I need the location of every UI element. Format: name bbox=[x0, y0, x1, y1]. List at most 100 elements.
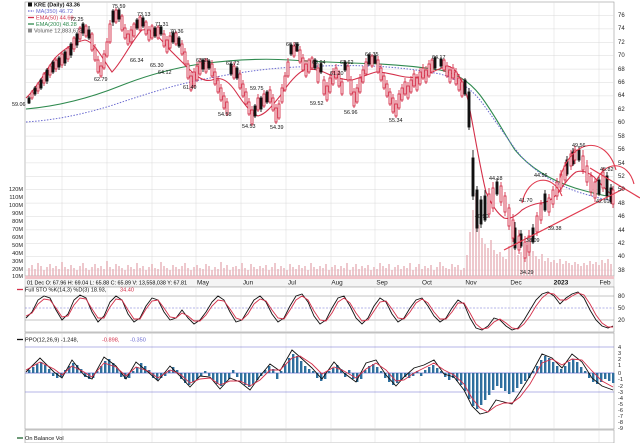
svg-text:74: 74 bbox=[618, 26, 625, 32]
svg-text:50M: 50M bbox=[12, 243, 23, 249]
svg-text:40.90: 40.90 bbox=[475, 214, 489, 220]
svg-text:42: 42 bbox=[618, 241, 625, 247]
svg-text:70.36: 70.36 bbox=[170, 29, 184, 35]
svg-text:-5: -5 bbox=[618, 402, 623, 408]
ppo-legend-value1: -0.898, bbox=[102, 338, 120, 344]
ppo-axis-labels: 43 21 0-1 -2-3 -4-5 -6-7 -8-9 bbox=[618, 345, 623, 432]
svg-text:40: 40 bbox=[618, 254, 625, 260]
ppo-frame bbox=[24, 332, 615, 430]
svg-text:1: 1 bbox=[618, 363, 621, 369]
svg-text:-3: -3 bbox=[618, 390, 623, 396]
svg-text:62: 62 bbox=[618, 107, 625, 113]
price-panel: 59.06 72.25 62.79 66.34 65.30 64.12 75.5… bbox=[9, 1, 640, 280]
svg-text:38: 38 bbox=[618, 268, 625, 274]
svg-text:56: 56 bbox=[618, 147, 625, 153]
svg-text:44.56: 44.56 bbox=[534, 173, 548, 179]
svg-text:49.56: 49.56 bbox=[572, 143, 586, 149]
svg-text:42.61: 42.61 bbox=[596, 199, 610, 205]
obv-frame bbox=[24, 429, 615, 443]
obv-legend-text: On Balance Vol bbox=[25, 436, 64, 442]
svg-text:66: 66 bbox=[618, 80, 625, 86]
svg-text:34.29: 34.29 bbox=[520, 270, 534, 276]
svg-text:3: 3 bbox=[618, 351, 621, 357]
obv-panel: On Balance Vol bbox=[17, 429, 615, 443]
ppo-legend-text: PPO(12,26,9) -1.248, bbox=[25, 338, 79, 344]
svg-text:70M: 70M bbox=[12, 227, 23, 233]
volume-swatch-icon bbox=[28, 28, 32, 33]
svg-text:-1: -1 bbox=[618, 377, 623, 383]
svg-text:100M: 100M bbox=[9, 203, 23, 209]
svg-text:62.62: 62.62 bbox=[340, 60, 354, 66]
volume-bars bbox=[28, 193, 612, 276]
svg-text:66.75: 66.75 bbox=[286, 42, 300, 48]
drawn-arcs bbox=[521, 144, 635, 204]
svg-text:Aug: Aug bbox=[331, 280, 343, 287]
svg-text:-6: -6 bbox=[618, 408, 623, 414]
svg-text:40M: 40M bbox=[12, 251, 23, 257]
svg-text:38.09: 38.09 bbox=[526, 238, 540, 244]
svg-text:70: 70 bbox=[618, 53, 625, 59]
svg-text:May: May bbox=[197, 280, 210, 287]
ppo-panel: PPO(12,26,9) -1.248, -0.898, -0.350 43 2… bbox=[17, 332, 623, 432]
stochastic-axis-labels: 80 50 20 bbox=[618, 294, 625, 324]
svg-text:-7: -7 bbox=[618, 414, 623, 420]
svg-text:66.34: 66.34 bbox=[130, 58, 144, 64]
price-swatch-icon bbox=[28, 2, 32, 7]
svg-text:60M: 60M bbox=[12, 235, 23, 241]
svg-text:120M: 120M bbox=[9, 187, 23, 193]
svg-text:80M: 80M bbox=[12, 219, 23, 225]
ppo-signal-line bbox=[25, 355, 614, 413]
svg-text:72: 72 bbox=[618, 40, 625, 46]
legend-ema50: EMA(50) 44.69 bbox=[36, 16, 74, 22]
svg-text:2: 2 bbox=[618, 357, 621, 363]
ppo-line bbox=[25, 349, 614, 415]
svg-text:59.06: 59.06 bbox=[12, 102, 26, 108]
svg-text:45.82: 45.82 bbox=[600, 167, 614, 173]
svg-text:50: 50 bbox=[618, 187, 625, 193]
svg-text:54.39: 54.39 bbox=[270, 125, 284, 131]
svg-text:62.79: 62.79 bbox=[94, 77, 108, 83]
svg-text:Jun: Jun bbox=[243, 280, 254, 287]
stochastic-legend-text: Full STO %K(14,3) %D(3) 18.93, bbox=[25, 288, 107, 294]
svg-text:64.35: 64.35 bbox=[365, 52, 379, 58]
axis-strip: 01 Dec O: 67.96 H: 69.04 L: 65.88 C: 65.… bbox=[24, 275, 615, 288]
svg-text:39.38: 39.38 bbox=[548, 226, 562, 232]
svg-text:64.17: 64.17 bbox=[432, 55, 446, 61]
svg-text:61.20: 61.20 bbox=[330, 71, 344, 77]
axis-strip-highlight bbox=[25, 276, 614, 279]
svg-text:Jul: Jul bbox=[288, 280, 296, 287]
svg-text:Feb: Feb bbox=[599, 280, 610, 287]
svg-text:65.30: 65.30 bbox=[150, 63, 164, 69]
svg-text:55.34: 55.34 bbox=[389, 118, 403, 124]
svg-text:62.72: 62.72 bbox=[226, 61, 240, 67]
svg-text:54.53: 54.53 bbox=[242, 124, 256, 130]
svg-text:44.18: 44.18 bbox=[489, 176, 503, 182]
drawn-trendlines bbox=[503, 167, 640, 251]
svg-text:48: 48 bbox=[618, 201, 625, 207]
stochastic-legend-value: 34.40 bbox=[120, 288, 134, 294]
svg-text:-2: -2 bbox=[618, 384, 623, 390]
svg-text:64: 64 bbox=[618, 93, 625, 99]
svg-text:Nov: Nov bbox=[465, 280, 477, 287]
obv-legend: On Balance Vol bbox=[17, 436, 64, 442]
svg-text:Oct: Oct bbox=[422, 280, 432, 287]
svg-text:30M: 30M bbox=[12, 259, 23, 265]
svg-text:63.11: 63.11 bbox=[196, 58, 209, 64]
svg-text:73.13: 73.13 bbox=[137, 12, 151, 18]
svg-text:72.25: 72.25 bbox=[70, 17, 84, 23]
stochastic-frame bbox=[24, 286, 615, 333]
ppo-legend-value2: -0.350 bbox=[130, 338, 146, 344]
svg-text:110M: 110M bbox=[9, 195, 23, 201]
stochastic-legend: Full STO %K(14,3) %D(3) 18.93, 34.40 bbox=[17, 288, 134, 294]
svg-text:54.58: 54.58 bbox=[218, 112, 232, 118]
svg-text:54: 54 bbox=[618, 161, 625, 167]
svg-text:10M: 10M bbox=[12, 274, 23, 280]
svg-text:63.04: 63.04 bbox=[312, 60, 326, 66]
legend-ticker: KRE (Daily) 43.36 bbox=[34, 3, 80, 9]
svg-text:61.49: 61.49 bbox=[183, 85, 197, 91]
ohlc-tooltip: 01 Dec O: 67.96 H: 69.04 L: 65.88 C: 65.… bbox=[27, 281, 187, 287]
chart-legend: KRE (Daily) 43.36 MA(350) 46.72 EMA(50) … bbox=[28, 2, 82, 35]
